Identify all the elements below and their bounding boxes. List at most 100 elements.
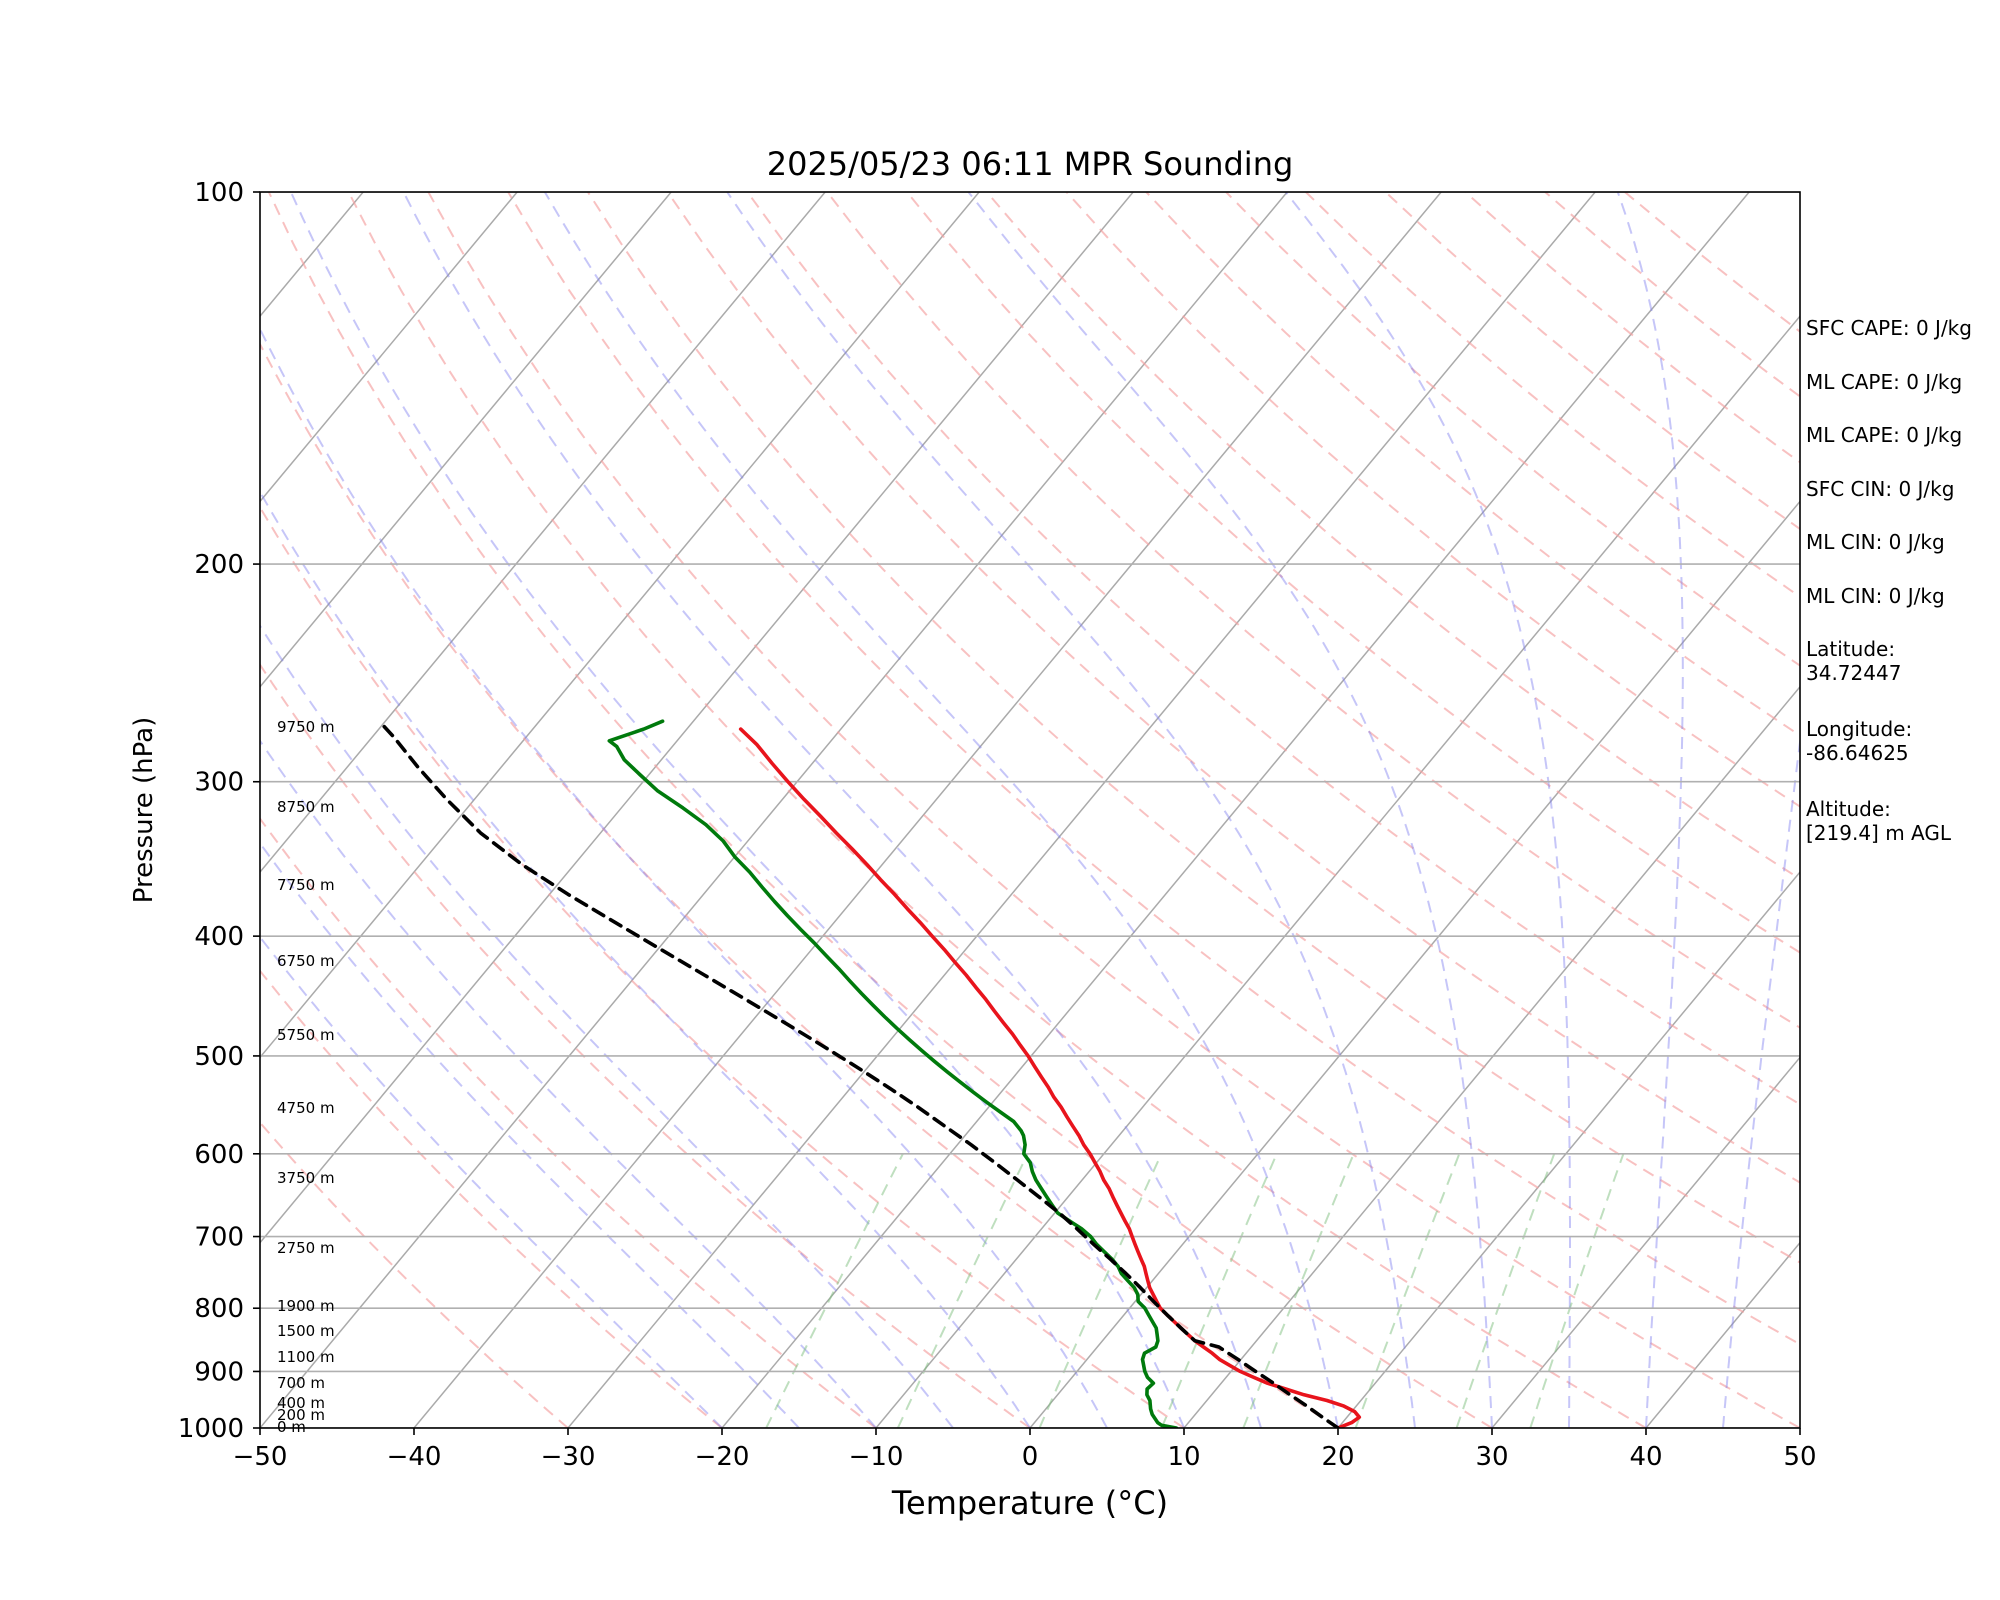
moist-adiabat bbox=[260, 623, 954, 1428]
longitude-label: Longitude: bbox=[1806, 717, 1913, 741]
x-axis-label: Temperature (°C) bbox=[891, 1484, 1168, 1522]
x-tick-label: −20 bbox=[695, 1442, 750, 1472]
isotherm bbox=[567, 192, 1596, 1428]
height-label: 3750 m bbox=[277, 1169, 335, 1187]
x-tick-label: 30 bbox=[1475, 1442, 1508, 1472]
dry-adiabat bbox=[260, 505, 1185, 1428]
isotherm bbox=[721, 192, 1750, 1428]
mixing-ratio-line bbox=[1354, 1153, 1461, 1428]
dry-adiabat bbox=[260, 969, 723, 1428]
dry-adiabat bbox=[666, 192, 1800, 1184]
ml-cin-text-2: ML CIN: 0 J/kg bbox=[1806, 583, 1945, 608]
sfc-cape-text: SFC CAPE: 0 J/kg bbox=[1806, 316, 1972, 340]
altitude-label: Altitude: bbox=[1806, 797, 1891, 821]
y-tick-label: 400 bbox=[194, 922, 244, 952]
y-tick-label: 300 bbox=[194, 768, 244, 798]
parcel-profile bbox=[377, 719, 1340, 1428]
dry-adiabat bbox=[746, 192, 1800, 1106]
x-tick-label: −50 bbox=[233, 1442, 288, 1472]
y-tick-label: 800 bbox=[194, 1294, 244, 1324]
moist-adiabat bbox=[1284, 192, 1571, 1428]
dewpoint-profile bbox=[607, 719, 1179, 1428]
y-axis-ticks: 100 200 300 400 500 600 700 800 900 1000 bbox=[178, 178, 260, 1444]
x-tick-label: −30 bbox=[541, 1442, 596, 1472]
dry-adiabat bbox=[260, 342, 1339, 1428]
sounding-stats-panel: SFC CAPE: 0 J/kg ML CAPE: 0 J/kg ML CAPE… bbox=[1806, 316, 1972, 851]
height-label: 200 m bbox=[277, 1406, 325, 1424]
moist-adiabat bbox=[1722, 734, 1800, 1428]
moist-adiabat bbox=[260, 326, 1108, 1428]
dry-adiabat bbox=[826, 192, 1800, 1029]
dry-adiabat bbox=[906, 192, 1800, 954]
y-axis-label: Pressure (hPa) bbox=[129, 717, 159, 904]
latitude-label: Latitude: bbox=[1806, 637, 1896, 661]
isotherm bbox=[260, 192, 980, 1059]
height-labels: 9750 m 8750 m 7750 m 6750 m 5750 m 4750 m 3750… bbox=[277, 718, 335, 1436]
y-tick-label: 600 bbox=[194, 1140, 244, 1170]
mixing-ratio-line bbox=[1242, 1153, 1355, 1428]
height-label: 9750 m bbox=[277, 718, 335, 736]
mixing-ratio-line bbox=[1455, 1153, 1556, 1428]
isotherm bbox=[1491, 1056, 1800, 1428]
moist-adiabat bbox=[289, 192, 1185, 1428]
height-label: 1500 m bbox=[277, 1322, 335, 1340]
height-label: 1900 m bbox=[277, 1297, 335, 1315]
height-label: 5750 m bbox=[277, 1026, 335, 1044]
dry-adiabat bbox=[507, 192, 1800, 1346]
mixing-ratio-line bbox=[765, 1153, 904, 1428]
isotherm bbox=[875, 314, 1800, 1428]
moist-adiabat bbox=[543, 192, 1339, 1428]
y-tick-label: 100 bbox=[194, 178, 244, 208]
moist-adiabat bbox=[1616, 192, 1684, 1428]
moist-adiabat bbox=[260, 841, 800, 1428]
sfc-cin-text: SFC CIN: 0 J/kg bbox=[1806, 476, 1955, 501]
isotherm bbox=[0, 192, 209, 1428]
x-tick-label: 20 bbox=[1321, 1442, 1354, 1472]
dry-adiabat bbox=[260, 817, 877, 1428]
x-tick-label: 10 bbox=[1167, 1442, 1200, 1472]
isotherm bbox=[260, 192, 826, 874]
isotherm bbox=[1337, 870, 1800, 1428]
isotherm bbox=[260, 192, 672, 688]
isotherm bbox=[260, 192, 1288, 1428]
altitude-block: Altitude: [219.4] m AGL bbox=[1806, 797, 1972, 851]
isotherm bbox=[1183, 685, 1800, 1428]
ml-cape-text: ML CAPE: 0 J/kg bbox=[1806, 369, 1963, 394]
chart-title: 2025/05/23 06:11 MPR Sounding bbox=[767, 145, 1294, 183]
height-label: 400 m bbox=[277, 1394, 325, 1412]
mixing-ratio-line bbox=[896, 1153, 1029, 1428]
isotherm bbox=[1029, 500, 1800, 1428]
dry-adiabat bbox=[260, 662, 1031, 1428]
height-label: 2750 m bbox=[277, 1239, 335, 1257]
latitude-value: 34.72447 bbox=[1806, 661, 1902, 685]
y-tick-label: 200 bbox=[194, 550, 244, 580]
sounding-profiles bbox=[377, 719, 1362, 1428]
longitude-block: Longitude: -86.64625 bbox=[1806, 717, 1972, 797]
height-label: 1100 m bbox=[277, 1348, 335, 1366]
y-tick-label: 1000 bbox=[178, 1414, 244, 1444]
x-tick-label: 40 bbox=[1629, 1442, 1662, 1472]
dry-adiabat bbox=[260, 1121, 569, 1428]
height-label: 4750 m bbox=[277, 1099, 335, 1117]
moist-adiabat bbox=[726, 192, 1416, 1428]
height-label: 8750 m bbox=[277, 798, 335, 816]
height-label: 700 m bbox=[277, 1374, 325, 1392]
x-tick-label: 0 bbox=[1022, 1442, 1039, 1472]
x-axis-ticks: −50 −40 −30 −20 −10 0 10 20 30 40 50 bbox=[233, 1428, 1817, 1472]
isotherm bbox=[260, 192, 518, 503]
height-label: 7750 m bbox=[277, 876, 335, 894]
ml-cape-text-2: ML CAPE: 0 J/kg bbox=[1806, 423, 1963, 447]
isotherm bbox=[0, 192, 55, 1428]
dry-adiabat bbox=[427, 192, 1800, 1428]
temperature-profile bbox=[738, 727, 1362, 1428]
isotherm bbox=[413, 192, 1442, 1428]
pressure-gridlines bbox=[260, 192, 1800, 1428]
dry-adiabat bbox=[267, 192, 1493, 1428]
latitude-block: Latitude: 34.72447 bbox=[1806, 637, 1972, 717]
y-tick-label: 500 bbox=[194, 1042, 244, 1072]
dry-adiabat bbox=[1145, 192, 1800, 737]
dry-adiabat bbox=[587, 192, 1800, 1264]
moist-adiabat bbox=[967, 192, 1493, 1428]
background-reference-lines bbox=[0, 192, 1800, 1428]
longitude-value: -86.64625 bbox=[1806, 741, 1909, 765]
